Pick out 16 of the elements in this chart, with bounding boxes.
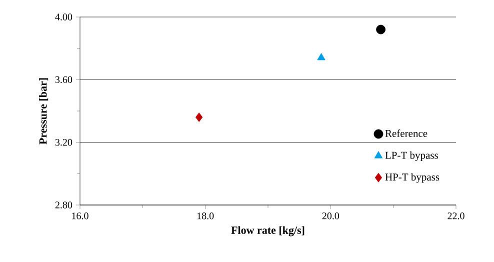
x-tick-label: 16.0 xyxy=(72,212,88,220)
point xyxy=(317,53,326,60)
y-tick-label: 3.60 xyxy=(55,76,72,84)
x-tick-label: 22.0 xyxy=(448,212,464,220)
legend-label: LP-T bypass xyxy=(385,151,438,161)
y-tick-label: 3.20 xyxy=(55,138,72,146)
x-tick-label: 20.0 xyxy=(322,212,340,220)
x-axis-title: Flow rate [kg/s] xyxy=(231,226,304,236)
legend-label: Reference xyxy=(385,130,428,138)
point xyxy=(195,112,203,122)
y-tick-label: 4.00 xyxy=(55,14,72,20)
y-axis-title: Pressure [bar] xyxy=(39,78,48,144)
y-tick-label: 2.80 xyxy=(55,202,72,208)
point xyxy=(376,24,386,34)
x-tick-label: 18.0 xyxy=(197,212,214,220)
legend-label: HP-T bypass xyxy=(385,173,440,183)
